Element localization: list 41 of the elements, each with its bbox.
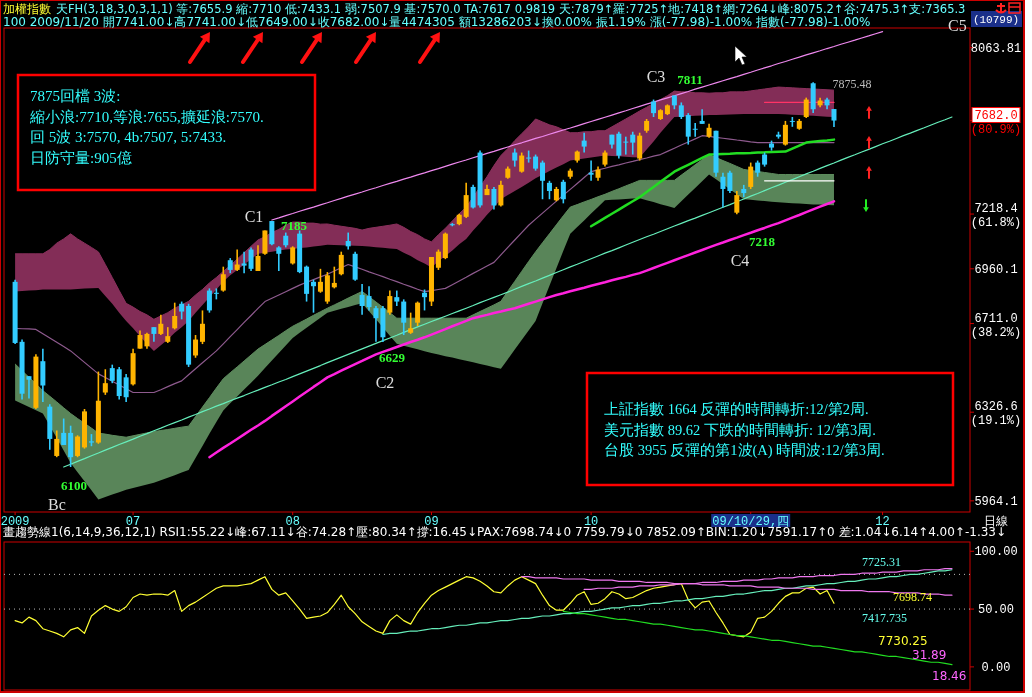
line-series: [589, 138, 836, 228]
annotation: 上証指數 1664 反彈的時間轉折:12/第2周. 美元指數 89.62 下跌的時間轉折: 12/第3周. 台股 3955 反彈的第1波(A) 時間波:12/第3周.: [604, 401, 885, 459]
y-tick-label: 6960.1: [974, 262, 1018, 277]
y-tick-label: 50.00: [977, 603, 1015, 618]
annotation: 31.89: [912, 648, 947, 662]
annotation: 7698.74: [893, 590, 932, 604]
annotation: C5: [948, 17, 967, 34]
annotation: C4: [730, 252, 750, 269]
line-series: [562, 610, 953, 666]
annotation: 7875.48: [832, 77, 872, 91]
annotation: 7218: [749, 234, 776, 249]
line-series: [382, 569, 953, 636]
y-tick-label: 7682.0 (80.9%): [970, 108, 1022, 137]
annotation: 7185: [281, 218, 308, 233]
annotation: 6100: [61, 478, 87, 493]
annotation: 7730.25: [878, 634, 928, 648]
y-tick-label: 100.00: [974, 545, 1018, 560]
annotation: 18.46: [932, 669, 967, 683]
y-tick-label: 5964.1: [974, 494, 1018, 509]
text: (10799): [972, 14, 1020, 26]
annotation: C3: [646, 68, 666, 85]
candlestick: [408, 311, 414, 335]
y-tick-label: 0.00: [981, 660, 1011, 675]
text: 日線: [984, 514, 1008, 528]
annotation: 6629: [379, 350, 406, 365]
line-series: [271, 31, 884, 221]
annotation: 7417.735: [862, 611, 907, 625]
line-series: [14, 576, 835, 638]
chart-title: 加權指數: [3, 2, 51, 16]
annotation: Bc: [48, 496, 66, 513]
annotation: 7725.31: [862, 555, 901, 569]
annotation: C1: [244, 208, 264, 225]
annotation: 7811: [677, 72, 703, 87]
y-tick-label: 6326.6 (19.1%): [970, 400, 1022, 429]
annotation: 7875回檔 3波: 縮小浪:7710,等浪:7655,擴延浪:7570. 回 5波 3:7570, 4b:7507, 5:7433. 日防守量:905億: [29, 88, 264, 166]
annotation: C2: [375, 374, 395, 391]
y-tick-label: 7218.4 (61.8%): [970, 202, 1022, 231]
y-tick-label: 8063.81: [970, 41, 1022, 56]
chart-subtitle: 天FH(3,18,3,0,3,1,1) 等:7655.9 縮:7710 低:7433.1 弱:7507.9 基:7570.0 TA:7617 0.9819 天:7879↑羅:7725↑地:7418↑網:7264↓峰:8075.2↑谷:7475.3↑支:7365.3: [56, 2, 966, 16]
annotation: 100 2009/11/20 開7741.00↓高7741.00↓低7649.00↓收7682.00↓量4474305 額13286203↓換0.00% 振1.19% 漲(-77.98)-1.00% 指數(-77.98)-1.00%: [3, 15, 871, 29]
y-tick-label: 6711.0 (38.2%): [970, 311, 1022, 340]
